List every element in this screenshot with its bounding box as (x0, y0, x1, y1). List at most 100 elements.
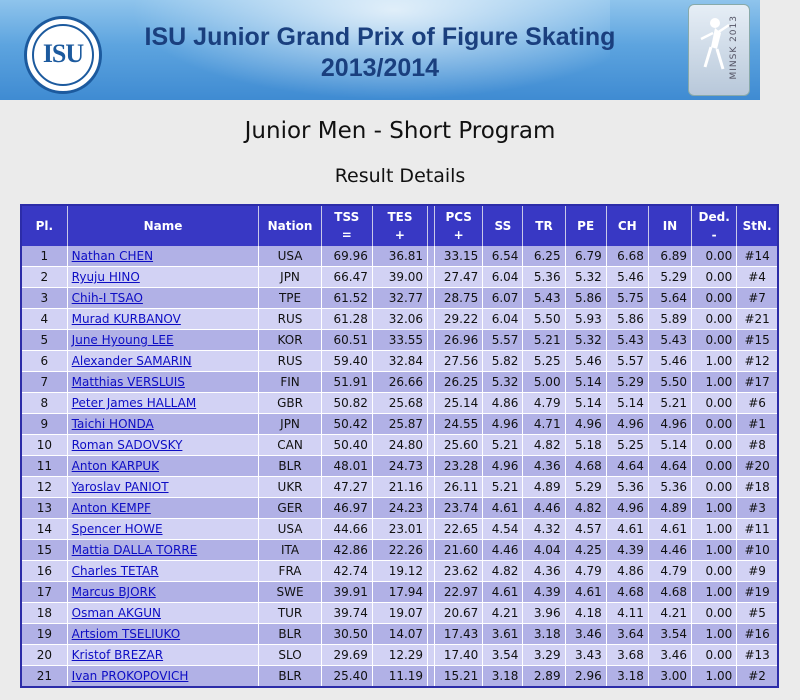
cell-stn: #7 (736, 287, 779, 309)
cell-tes: 39.00 (372, 266, 429, 288)
skater-name-link[interactable]: Kristof BREZAR (71, 648, 164, 662)
cell-nation: UKR (258, 476, 322, 498)
skater-name-link[interactable]: Marcus BJORK (71, 585, 156, 599)
cell-pe: 4.79 (565, 560, 607, 582)
skater-name-link[interactable]: June Hyoung LEE (71, 333, 174, 347)
cell-tr: 4.82 (522, 434, 566, 456)
cell-spacer (427, 602, 436, 624)
cell-spacer (427, 455, 436, 477)
cell-in: 4.96 (648, 413, 693, 435)
skater-name-link[interactable]: Nathan CHEN (71, 249, 154, 263)
cell-stn: #14 (736, 246, 779, 267)
cell-nation: SWE (258, 581, 322, 603)
cell-tes: 22.26 (372, 539, 429, 561)
cell-tr: 3.18 (522, 623, 566, 645)
cell-name: Charles TETAR (67, 560, 260, 582)
cell-name: June Hyoung LEE (67, 329, 260, 351)
cell-pe: 4.96 (565, 413, 607, 435)
skater-name-link[interactable]: Taichi HONDA (71, 417, 154, 431)
cell-pe: 2.96 (565, 665, 607, 688)
cell-nation: KOR (258, 329, 322, 351)
cell-tss: 59.40 (321, 350, 373, 372)
table-row: 7 Matthias VERSLUIS FIN 51.91 26.66 26.25 5.32… (21, 371, 779, 393)
cell-name: Murad KURBANOV (67, 308, 260, 330)
skater-name-link[interactable]: Ryuju HINO (71, 270, 140, 284)
banner-title: ISU Junior Grand Prix of Figure Skating … (140, 22, 620, 84)
skater-name-link[interactable]: Murad KURBANOV (71, 312, 181, 326)
cell-in: 3.54 (648, 623, 693, 645)
skater-icon (700, 18, 730, 70)
cell-place: 13 (21, 497, 68, 519)
cell-tr: 4.79 (522, 392, 566, 414)
skater-name-link[interactable]: Anton KARPUK (71, 459, 160, 473)
table-row: 13 Anton KEMPF GER 46.97 24.23 23.74 4.61 4.46 4… (21, 497, 779, 519)
cell-ded: 0.00 (691, 329, 738, 351)
cell-place: 16 (21, 560, 68, 582)
skater-name-link[interactable]: Spencer HOWE (71, 522, 163, 536)
skater-name-link[interactable]: Alexander SAMARIN (71, 354, 192, 368)
cell-tss: 51.91 (321, 371, 373, 393)
cell-pcs: 23.28 (434, 455, 484, 477)
cell-in: 4.79 (648, 560, 693, 582)
cell-tss: 50.40 (321, 434, 373, 456)
cell-place: 6 (21, 350, 68, 372)
cell-stn: #12 (736, 350, 779, 372)
skater-name-link[interactable]: Peter James HALLAM (71, 396, 197, 410)
skater-name-link[interactable]: Matthias VERSLUIS (71, 375, 185, 389)
table-row: 5 June Hyoung LEE KOR 60.51 33.55 26.96 5.57 5.… (21, 329, 779, 351)
cell-ss: 3.18 (482, 665, 524, 688)
table-row: 16 Charles TETAR FRA 42.74 19.12 23.62 4.82 4.3… (21, 560, 779, 582)
cell-tr: 5.21 (522, 329, 566, 351)
cell-ss: 4.82 (482, 560, 524, 582)
header-pe: PE (565, 205, 607, 246)
cell-tr: 3.29 (522, 644, 566, 666)
cell-pcs: 23.62 (434, 560, 484, 582)
skater-name-link[interactable]: Artsiom TSELIUKO (71, 627, 181, 641)
cell-ch: 5.86 (606, 308, 649, 330)
event-badge-text: MINSK 2013 (729, 15, 739, 80)
cell-tss: 66.47 (321, 266, 373, 288)
cell-spacer (427, 581, 436, 603)
header-ded-sub: - (711, 228, 717, 242)
cell-name: Taichi HONDA (67, 413, 260, 435)
header-tss-label: TSS (334, 210, 360, 224)
cell-ch: 3.68 (606, 644, 649, 666)
cell-in: 5.46 (648, 350, 693, 372)
cell-spacer (427, 497, 436, 519)
skater-name-link[interactable]: Yaroslav PANIOT (71, 480, 169, 494)
skater-name-link[interactable]: Anton KEMPF (71, 501, 151, 515)
cell-pe: 3.46 (565, 623, 607, 645)
cell-pcs: 33.15 (434, 246, 484, 267)
cell-name: Roman SADOVSKY (67, 434, 260, 456)
cell-tr: 5.50 (522, 308, 566, 330)
cell-tes: 24.73 (372, 455, 429, 477)
skater-name-link[interactable]: Mattia DALLA TORRE (71, 543, 198, 557)
cell-tss: 39.91 (321, 581, 373, 603)
cell-pe: 5.93 (565, 308, 607, 330)
cell-spacer (427, 476, 436, 498)
header-ded-label: Ded. (698, 210, 730, 224)
cell-in: 4.64 (648, 455, 693, 477)
cell-in: 5.43 (648, 329, 693, 351)
skater-name-link[interactable]: Roman SADOVSKY (71, 438, 183, 452)
skater-name-link[interactable]: Chih-I TSAO (71, 291, 143, 305)
cell-tes: 24.23 (372, 497, 429, 519)
cell-pcs: 23.74 (434, 497, 484, 519)
isu-logo[interactable]: ISU (24, 16, 102, 94)
cell-place: 20 (21, 644, 68, 666)
cell-nation: BLR (258, 665, 322, 688)
skater-name-link[interactable]: Osman AKGUN (71, 606, 161, 620)
cell-in: 5.50 (648, 371, 693, 393)
table-row: 21 Ivan PROKOPOVICH BLR 25.40 11.19 15.21 3.18… (21, 665, 779, 688)
cell-ded: 1.00 (691, 518, 738, 540)
skater-name-link[interactable]: Charles TETAR (71, 564, 159, 578)
cell-in: 5.64 (648, 287, 693, 309)
cell-place: 7 (21, 371, 68, 393)
cell-ch: 5.46 (606, 266, 649, 288)
cell-tes: 24.80 (372, 434, 429, 456)
skater-name-link[interactable]: Ivan PROKOPOVICH (71, 669, 189, 683)
cell-tes: 32.77 (372, 287, 429, 309)
cell-tss: 30.50 (321, 623, 373, 645)
cell-spacer (427, 644, 436, 666)
cell-tss: 50.82 (321, 392, 373, 414)
